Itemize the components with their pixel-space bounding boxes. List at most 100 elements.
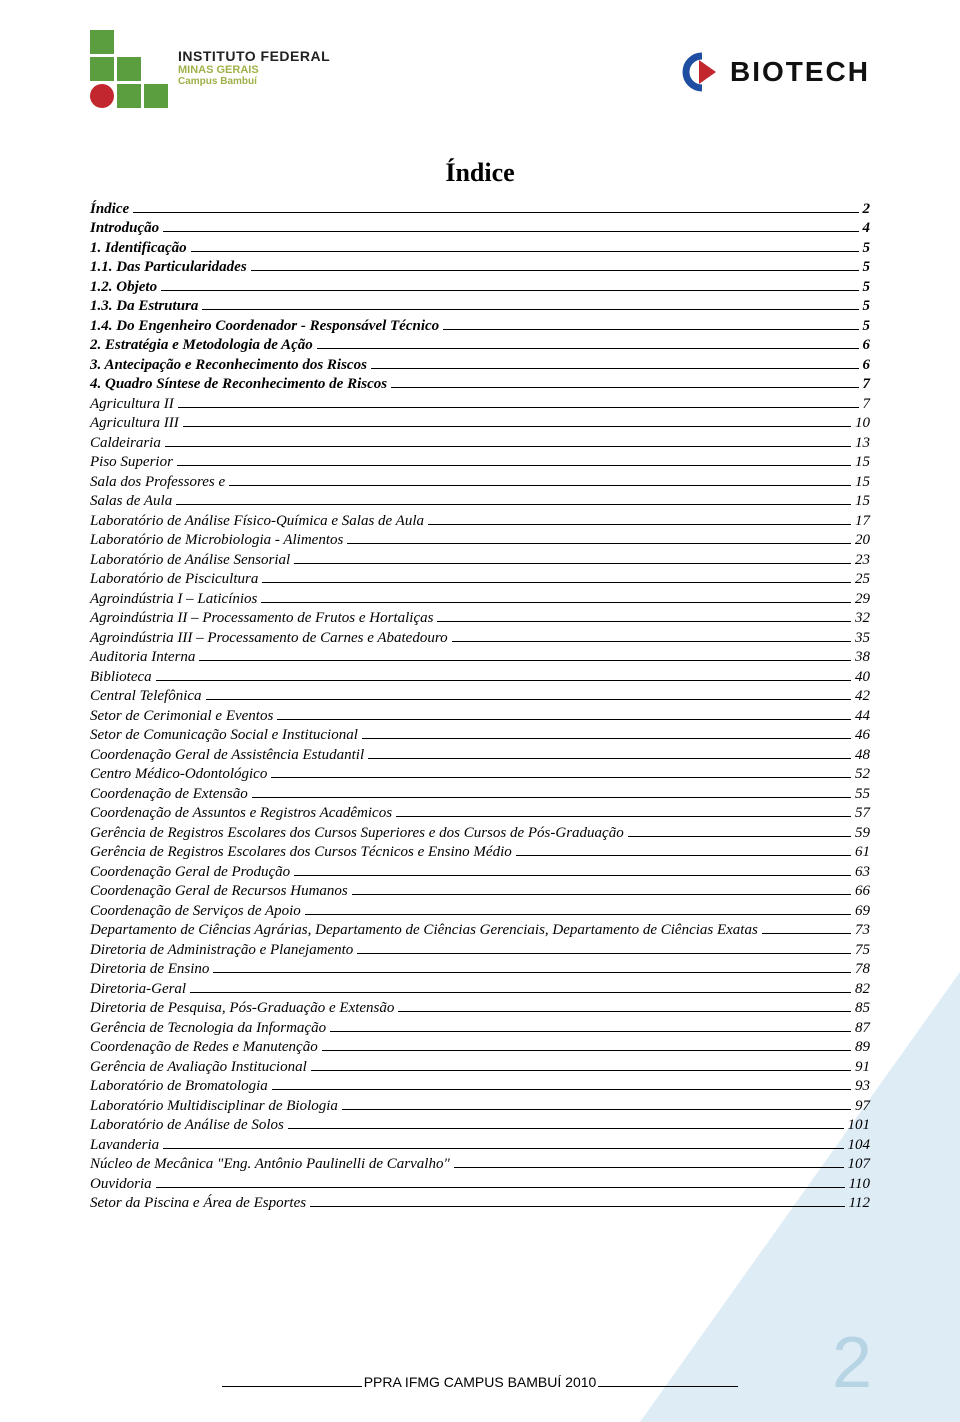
toc-label: Coordenação de Assuntos e Registros Acad… xyxy=(90,806,392,821)
toc-row: Caldeiraria13 xyxy=(90,432,870,451)
toc-leader xyxy=(229,471,851,486)
toc-page: 46 xyxy=(855,728,870,743)
toc-page: 85 xyxy=(855,1001,870,1016)
toc-page: 52 xyxy=(855,767,870,782)
toc-leader xyxy=(252,783,851,798)
toc-label: 2. Estratégia e Metodologia de Ação xyxy=(90,338,313,353)
toc-label: Laboratório Multidisciplinar de Biologia xyxy=(90,1099,338,1114)
toc-row: Central Telefônica42 xyxy=(90,686,870,705)
toc-page: 107 xyxy=(848,1157,871,1172)
institute-logo-grid xyxy=(90,30,168,108)
toc-label: Auditoria Interna xyxy=(90,650,195,665)
toc-page: 25 xyxy=(855,572,870,587)
toc-row: Laboratório de Análise de Solos101 xyxy=(90,1115,870,1134)
toc-row: Setor da Piscina e Área de Esportes 112 xyxy=(90,1193,870,1212)
toc-label: 1. Identificação xyxy=(90,241,187,256)
toc-page: 48 xyxy=(855,748,870,763)
toc-leader xyxy=(202,296,858,311)
toc-row: Coordenação de Extensão55 xyxy=(90,783,870,802)
toc-label: Lavanderia xyxy=(90,1138,159,1153)
toc-label: Setor da Piscina e Área de Esportes xyxy=(90,1196,306,1211)
toc-label: 3. Antecipação e Reconhecimento dos Risc… xyxy=(90,358,367,373)
toc-label: Laboratório de Piscicultura xyxy=(90,572,258,587)
toc-row: Gerência de Tecnologia da Informação87 xyxy=(90,1017,870,1036)
toc-row: 1.1. Das Particularidades5 xyxy=(90,257,870,276)
toc-row: Núcleo de Mecânica "Eng. Antônio Pauline… xyxy=(90,1154,870,1173)
toc-page: 82 xyxy=(855,982,870,997)
toc-label: 1.2. Objeto xyxy=(90,280,157,295)
toc-label: Agroindústria III – Processamento de Car… xyxy=(90,631,448,646)
toc-page: 42 xyxy=(855,689,870,704)
toc-row: Salas de Aula15 xyxy=(90,491,870,510)
toc-leader xyxy=(271,764,851,779)
toc-leader xyxy=(178,393,859,408)
table-of-contents: Índice2Introdução41. Identificação51.1. … xyxy=(90,198,870,1211)
toc-label: Coordenação Geral de Assistência Estudan… xyxy=(90,748,364,763)
toc-row: Gerência de Registros Escolares dos Curs… xyxy=(90,842,870,861)
toc-row: Diretoria de Pesquisa, Pós-Graduação e E… xyxy=(90,998,870,1017)
toc-label: Coordenação Geral de Produção xyxy=(90,865,290,880)
toc-row: Diretoria de Administração e Planejament… xyxy=(90,939,870,958)
toc-leader xyxy=(176,491,851,506)
toc-page: 110 xyxy=(849,1177,870,1192)
toc-label: Gerência de Registros Escolares dos Curs… xyxy=(90,826,624,841)
toc-page: 17 xyxy=(855,514,870,529)
toc-row: Biblioteca40 xyxy=(90,666,870,685)
toc-leader xyxy=(261,588,851,603)
toc-page: 23 xyxy=(855,553,870,568)
toc-page: 104 xyxy=(848,1138,871,1153)
toc-row: Coordenação Geral de Assistência Estudan… xyxy=(90,744,870,763)
toc-leader xyxy=(628,822,851,837)
toc-row: Auditoria Interna38 xyxy=(90,647,870,666)
toc-page: 89 xyxy=(855,1040,870,1055)
toc-leader xyxy=(190,978,851,993)
toc-leader xyxy=(156,666,851,681)
toc-row: Laboratório de Microbiologia - Alimentos… xyxy=(90,530,870,549)
toc-leader xyxy=(762,920,851,935)
toc-row: Agricultura II7 xyxy=(90,393,870,412)
toc-page: 7 xyxy=(863,377,871,392)
toc-label: Agricultura III xyxy=(90,416,179,431)
toc-page: 61 xyxy=(855,845,870,860)
toc-label: Núcleo de Mecânica "Eng. Antônio Pauline… xyxy=(90,1157,450,1172)
toc-leader xyxy=(398,998,851,1013)
toc-row: 1.2. Objeto5 xyxy=(90,276,870,295)
toc-leader xyxy=(262,569,851,584)
ghost-page-number: 2 xyxy=(832,1322,872,1404)
toc-row: 1. Identificação5 xyxy=(90,237,870,256)
toc-page: 73 xyxy=(855,923,870,938)
toc-leader xyxy=(396,803,851,818)
toc-leader xyxy=(305,900,851,915)
toc-label: Coordenação de Redes e Manutenção xyxy=(90,1040,318,1055)
toc-row: Agroindústria III – Processamento de Car… xyxy=(90,627,870,646)
footer-underline-left xyxy=(222,1375,362,1387)
document-page: INSTITUTO FEDERAL MINAS GERAIS Campus Ba… xyxy=(0,0,960,1422)
biotech-text: BIOTECH xyxy=(730,56,870,88)
toc-page: 55 xyxy=(855,787,870,802)
toc-leader xyxy=(156,1173,845,1188)
toc-row: 1.3. Da Estrutura5 xyxy=(90,296,870,315)
toc-row: Coordenação de Redes e Manutenção 89 xyxy=(90,1037,870,1056)
toc-leader xyxy=(163,218,858,233)
toc-page: 93 xyxy=(855,1079,870,1094)
biotech-logo: BIOTECH xyxy=(682,30,870,92)
toc-leader xyxy=(272,1076,851,1091)
toc-row: Laboratório de Piscicultura 25 xyxy=(90,569,870,588)
toc-page: 97 xyxy=(855,1099,870,1114)
toc-leader xyxy=(443,315,858,330)
toc-page: 112 xyxy=(849,1196,870,1211)
toc-page: 40 xyxy=(855,670,870,685)
toc-page: 91 xyxy=(855,1060,870,1075)
toc-label: Centro Médico-Odontológico xyxy=(90,767,267,782)
toc-leader xyxy=(277,705,851,720)
toc-label: Gerência de Registros Escolares dos Curs… xyxy=(90,845,512,860)
toc-label: Laboratório de Análise Sensorial xyxy=(90,553,290,568)
toc-label: Agricultura II xyxy=(90,397,174,412)
toc-page: 15 xyxy=(855,475,870,490)
toc-page: 29 xyxy=(855,592,870,607)
toc-leader xyxy=(213,959,851,974)
toc-row: Laboratório de Análise Sensorial 23 xyxy=(90,549,870,568)
toc-label: Setor de Cerimonial e Eventos xyxy=(90,709,273,724)
toc-label: Coordenação de Serviços de Apoio xyxy=(90,904,301,919)
toc-row: 3. Antecipação e Reconhecimento dos Risc… xyxy=(90,354,870,373)
